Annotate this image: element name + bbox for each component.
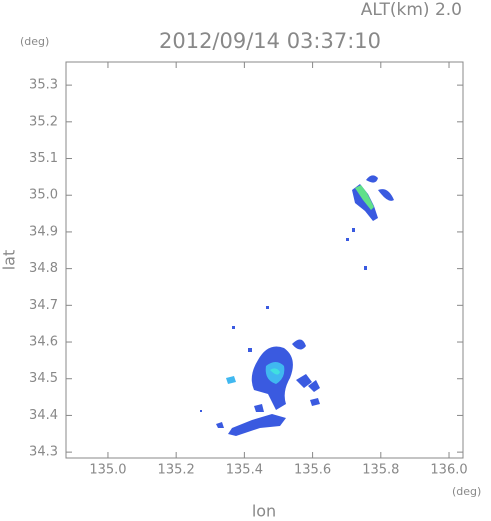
echo (292, 339, 312, 388)
echo (346, 238, 349, 241)
echo (228, 414, 286, 436)
y-tick-label: 34.3 (29, 445, 58, 460)
echo (364, 266, 367, 270)
y-tick-label: 34.7 (29, 298, 58, 313)
x-tick-label: 135.2 (158, 463, 195, 478)
y-unit: (deg) (20, 35, 49, 48)
echo-field (200, 175, 394, 436)
x-axis-title: lon (252, 502, 276, 521)
echo (200, 410, 202, 412)
echo-core (355, 185, 374, 210)
echo (352, 228, 355, 232)
echo-core (270, 368, 280, 375)
chart-title: 2012/09/14 03:37:10 (159, 29, 381, 53)
y-axis-title: lat (0, 250, 19, 271)
y-tick-label: 34.9 (29, 224, 58, 239)
x-tick-label: 135.0 (89, 463, 126, 478)
echo (232, 326, 235, 329)
y-tick-label: 34.4 (29, 408, 58, 423)
y-tick-label: 34.6 (29, 335, 58, 350)
y-tick-label: 35.1 (29, 151, 58, 166)
y-tick-label: 34.8 (29, 261, 58, 276)
y-tick-label: 35.3 (29, 78, 58, 93)
echo (266, 306, 269, 309)
x-tick-label: 136.0 (430, 463, 467, 478)
y-tick-label: 35.2 (29, 114, 58, 129)
x-tick-label: 135.8 (362, 463, 399, 478)
y-tick-label: 35.0 (29, 188, 58, 203)
echo (366, 175, 394, 201)
y-tick-label: 34.5 (29, 371, 58, 386)
plot-frame (65, 61, 464, 459)
echo (226, 376, 236, 384)
x-tick-label: 135.4 (226, 463, 263, 478)
echo (248, 348, 252, 352)
x-tick-label: 135.6 (294, 463, 331, 478)
x-unit: (deg) (452, 485, 481, 498)
altitude-label: ALT(km) 2.0 (361, 0, 462, 20)
